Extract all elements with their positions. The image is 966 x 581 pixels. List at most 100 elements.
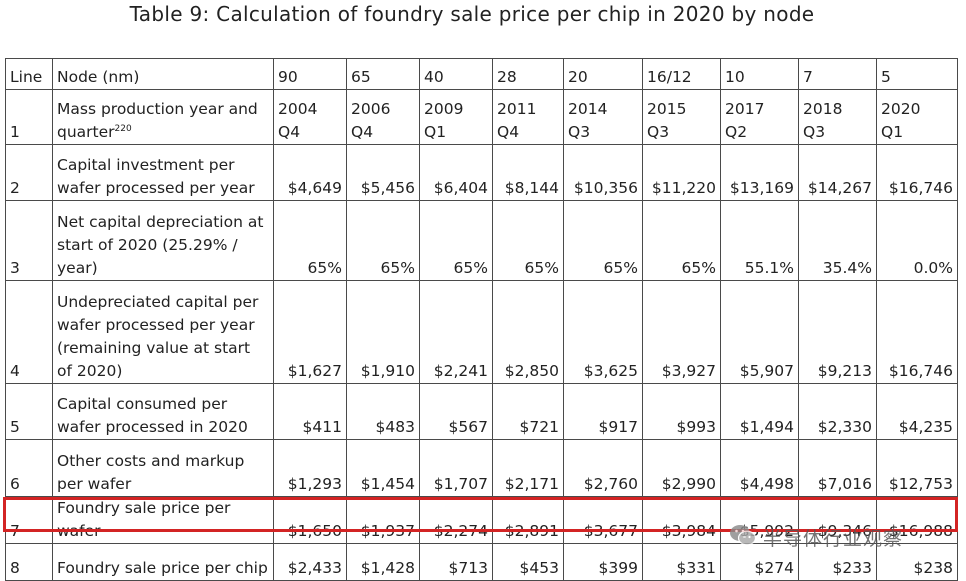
value-cell: 65%: [492, 200, 564, 281]
value-cell: $2,990: [642, 439, 721, 497]
value-cell: $3,677: [563, 496, 643, 544]
value-cell: 55.1%: [720, 200, 799, 281]
value-cell: $331: [642, 543, 721, 581]
row-label-text: Mass production year and quarter: [57, 100, 258, 141]
value-cell: $721: [492, 383, 564, 440]
value-cell: $16,746: [876, 280, 958, 384]
value-cell: $3,625: [563, 280, 643, 384]
value-cell: $1,428: [346, 543, 420, 581]
row-label: Undepreciated capital per wafer processe…: [52, 280, 274, 384]
row-label: Net capital depreciation at start of 202…: [52, 200, 274, 281]
value-cell: 35.4%: [798, 200, 877, 281]
table-row-3: 3 Net capital depreciation at start of 2…: [5, 200, 958, 281]
footnote-ref: 220: [114, 124, 132, 134]
row-label: Foundry sale price per chip: [52, 543, 274, 581]
value-cell: $3,927: [642, 280, 721, 384]
value-cell: $1,627: [273, 280, 347, 384]
value-cell: $238: [876, 543, 958, 581]
value-cell: $9,213: [798, 280, 877, 384]
value-cell: $2,274: [419, 496, 493, 544]
value-cell: $8,144: [492, 144, 564, 201]
header-node-40: 40: [419, 58, 493, 90]
value-cell: $2,760: [563, 439, 643, 497]
year-quarter-cell: 2004 Q4: [273, 89, 347, 145]
value-cell: $2,241: [419, 280, 493, 384]
table-row-8: 8 Foundry sale price per chip $2,433 $1,…: [5, 543, 958, 581]
line-number: 3: [5, 200, 53, 281]
value-cell: $2,330: [798, 383, 877, 440]
row-label: Foundry sale price per wafer: [52, 496, 274, 544]
line-number: 4: [5, 280, 53, 384]
table-header-row: Line Node (nm) 90 65 40 28 20 16/12 10 7…: [5, 58, 958, 90]
value-cell: $713: [419, 543, 493, 581]
value-cell: $11,220: [642, 144, 721, 201]
table-row-2: 2 Capital investment per wafer processed…: [5, 144, 958, 201]
value-cell: $399: [563, 543, 643, 581]
value-cell: 65%: [419, 200, 493, 281]
year-quarter-cell: 2017 Q2: [720, 89, 799, 145]
value-cell: $14,267: [798, 144, 877, 201]
table-row-1: 1 Mass production year and quarter220 20…: [5, 89, 958, 145]
value-cell: 65%: [346, 200, 420, 281]
table-row-4: 4 Undepreciated capital per wafer proces…: [5, 280, 958, 384]
value-cell: $5,907: [720, 280, 799, 384]
header-node-5: 5: [876, 58, 958, 90]
value-cell: $6,404: [419, 144, 493, 201]
year-quarter-cell: 2018 Q3: [798, 89, 877, 145]
value-cell: $12,753: [876, 439, 958, 497]
header-node-16-12: 16/12: [642, 58, 721, 90]
header-node-7: 7: [798, 58, 877, 90]
year-quarter-cell: 2020 Q1: [876, 89, 958, 145]
row-label: Other costs and markup per wafer: [52, 439, 274, 497]
year-quarter-cell: 2014 Q3: [563, 89, 643, 145]
value-cell: $2,850: [492, 280, 564, 384]
header-node-20: 20: [563, 58, 643, 90]
header-node-90: 90: [273, 58, 347, 90]
row-label: Mass production year and quarter220: [52, 89, 274, 145]
value-cell: $1,454: [346, 439, 420, 497]
value-cell: $411: [273, 383, 347, 440]
value-cell: $1,293: [273, 439, 347, 497]
header-node-10: 10: [720, 58, 799, 90]
value-cell: $1,494: [720, 383, 799, 440]
value-cell: $16,746: [876, 144, 958, 201]
value-cell: $453: [492, 543, 564, 581]
value-cell: $2,891: [492, 496, 564, 544]
value-cell: $993: [642, 383, 721, 440]
header-node-28: 28: [492, 58, 564, 90]
header-node-65: 65: [346, 58, 420, 90]
line-number: 2: [5, 144, 53, 201]
value-cell: $13,169: [720, 144, 799, 201]
value-cell: $274: [720, 543, 799, 581]
value-cell: $2,171: [492, 439, 564, 497]
table-title: Table 9: Calculation of foundry sale pri…: [129, 2, 815, 26]
value-cell: 65%: [642, 200, 721, 281]
value-cell: $10,356: [563, 144, 643, 201]
foundry-price-table: Line Node (nm) 90 65 40 28 20 16/12 10 7…: [5, 58, 958, 581]
value-cell: 65%: [563, 200, 643, 281]
line-number: 7: [5, 496, 53, 544]
line-number: 1: [5, 89, 53, 145]
value-cell: $4,235: [876, 383, 958, 440]
year-quarter-cell: 2011 Q4: [492, 89, 564, 145]
value-cell: $1,910: [346, 280, 420, 384]
value-cell: $1,937: [346, 496, 420, 544]
value-cell: 0.0%: [876, 200, 958, 281]
value-cell: $5,456: [346, 144, 420, 201]
value-cell: $7,016: [798, 439, 877, 497]
row-label: Capital consumed per wafer processed in …: [52, 383, 274, 440]
year-quarter-cell: 2015 Q3: [642, 89, 721, 145]
value-cell: $567: [419, 383, 493, 440]
year-quarter-cell: 2006 Q4: [346, 89, 420, 145]
value-cell: 65%: [273, 200, 347, 281]
line-number: 6: [5, 439, 53, 497]
value-cell: $9,346: [798, 496, 877, 544]
row-label: Capital investment per wafer processed p…: [52, 144, 274, 201]
value-cell: $2,433: [273, 543, 347, 581]
header-line: Line: [5, 58, 53, 90]
year-quarter-cell: 2009 Q1: [419, 89, 493, 145]
line-number: 8: [5, 543, 53, 581]
value-cell: $917: [563, 383, 643, 440]
wechat-icon: [729, 523, 757, 551]
value-cell: $3,984: [642, 496, 721, 544]
